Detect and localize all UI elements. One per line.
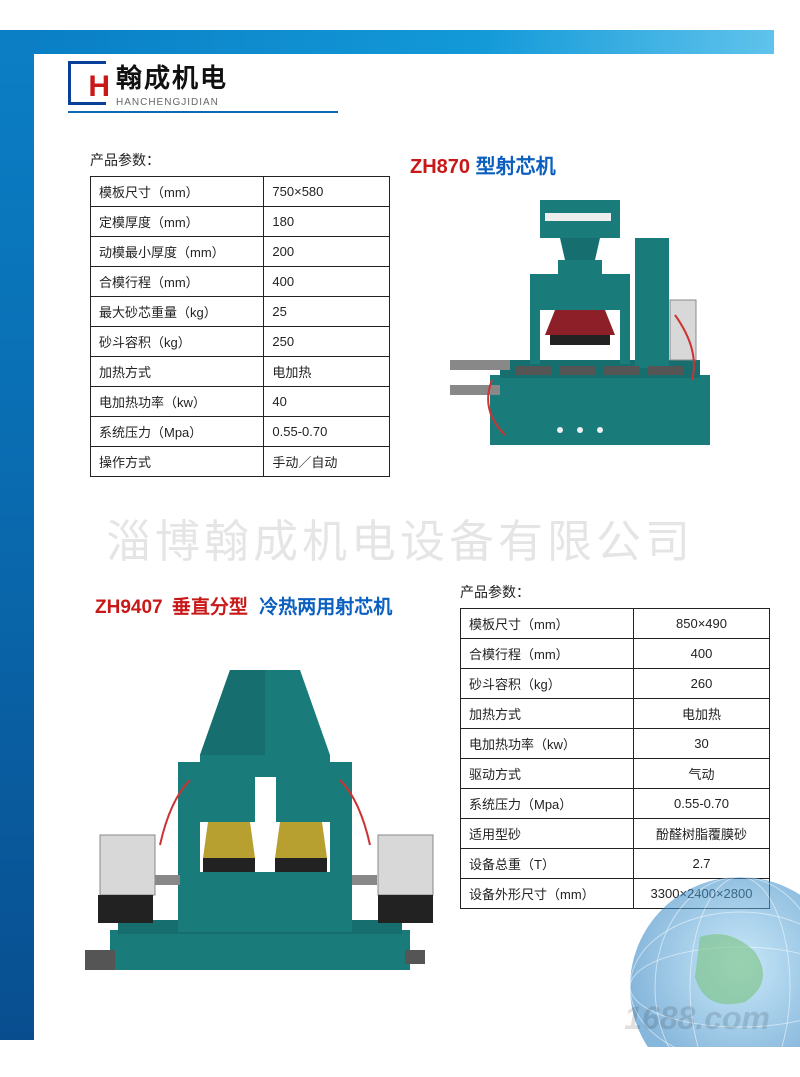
table-row: 最大砂芯重量（kg）25	[91, 297, 390, 327]
company-watermark: 淄博翰成机电设备有限公司	[0, 505, 800, 570]
param-label: 砂斗容积（kg）	[461, 669, 634, 699]
param-label: 定模厚度（mm）	[91, 207, 264, 237]
brand-header: H 翰成机电 HANCHENGJIDIAN	[68, 58, 228, 108]
product1-params-table: 模板尺寸（mm）750×580定模厚度（mm）180动模最小厚度（mm）200合…	[90, 176, 390, 477]
table-row: 模板尺寸（mm）850×490	[461, 609, 770, 639]
param-value: 40	[264, 387, 390, 417]
table-row: 定模厚度（mm）180	[91, 207, 390, 237]
product1-params: 产品参数： 模板尺寸（mm）750×580定模厚度（mm）180动模最小厚度（m…	[90, 150, 390, 477]
param-label: 合模行程（mm）	[461, 639, 634, 669]
product2-params: 产品参数： 模板尺寸（mm）850×490合模行程（mm）400砂斗容积（kg）…	[460, 582, 770, 909]
param-label: 最大砂芯重量（kg）	[91, 297, 264, 327]
table-row: 合模行程（mm）400	[461, 639, 770, 669]
param-value: 400	[634, 639, 770, 669]
logo-letter: H	[88, 70, 108, 104]
table-row: 操作方式手动／自动	[91, 447, 390, 477]
param-label: 加热方式	[461, 699, 634, 729]
table-row: 电加热功率（kw）30	[461, 729, 770, 759]
param-value: 850×490	[634, 609, 770, 639]
param-value: 400	[264, 267, 390, 297]
param-label: 合模行程（mm）	[91, 267, 264, 297]
param-label: 加热方式	[91, 357, 264, 387]
table-row: 电加热功率（kw）40	[91, 387, 390, 417]
param-label: 电加热功率（kw）	[461, 729, 634, 759]
param-label: 系统压力（Mpa）	[461, 789, 634, 819]
param-value: 200	[264, 237, 390, 267]
param-label: 砂斗容积（kg）	[91, 327, 264, 357]
param-value: 30	[634, 729, 770, 759]
param-label: 系统压力（Mpa）	[91, 417, 264, 447]
brand-name-en: HANCHENGJIDIAN	[116, 97, 228, 108]
param-label: 动模最小厚度（mm）	[91, 237, 264, 267]
top-accent-bar	[34, 30, 774, 54]
product1-model: ZH870	[410, 156, 470, 178]
table-row: 加热方式电加热	[461, 699, 770, 729]
product2-params-label: 产品参数：	[460, 582, 770, 602]
left-accent-bar	[0, 30, 34, 1040]
param-value: 0.55-0.70	[634, 789, 770, 819]
param-label: 电加热功率（kw）	[91, 387, 264, 417]
param-value: 手动／自动	[264, 447, 390, 477]
table-row: 模板尺寸（mm）750×580	[91, 177, 390, 207]
table-row: 适用型砂酚醛树脂覆膜砂	[461, 819, 770, 849]
param-label: 驱动方式	[461, 759, 634, 789]
logo-mark: H	[68, 61, 106, 105]
param-value: 250	[264, 327, 390, 357]
product2-params-table: 模板尺寸（mm）850×490合模行程（mm）400砂斗容积（kg）260加热方…	[460, 608, 770, 909]
brand-name-cn: 翰成机电	[116, 58, 228, 95]
product2-suffix: 冷热两用射芯机	[259, 597, 392, 618]
product1-suffix: 型射芯机	[476, 156, 556, 178]
table-row: 动模最小厚度（mm）200	[91, 237, 390, 267]
table-row: 驱动方式气动	[461, 759, 770, 789]
product2-model: ZH9407	[95, 597, 163, 618]
table-row: 砂斗容积（kg）260	[461, 669, 770, 699]
param-value: 酚醛树脂覆膜砂	[634, 819, 770, 849]
param-label: 适用型砂	[461, 819, 634, 849]
param-value: 0.55-0.70	[264, 417, 390, 447]
product2-title: ZH9407 垂直分型 冷热两用射芯机	[95, 592, 392, 619]
param-value: 电加热	[634, 699, 770, 729]
param-value: 260	[634, 669, 770, 699]
table-row: 加热方式电加热	[91, 357, 390, 387]
table-row: 砂斗容积（kg）250	[91, 327, 390, 357]
product1-machine-image	[420, 180, 750, 470]
product2-machine-image	[70, 640, 440, 1000]
product1-title: ZH870 型射芯机	[410, 150, 740, 179]
param-value: 750×580	[264, 177, 390, 207]
product2-mid: 垂直分型	[172, 597, 248, 618]
site-watermark: 1688.com	[624, 1000, 770, 1037]
param-value: 气动	[634, 759, 770, 789]
param-value: 25	[264, 297, 390, 327]
table-row: 合模行程（mm）400	[91, 267, 390, 297]
param-label: 模板尺寸（mm）	[91, 177, 264, 207]
header-underline	[68, 111, 338, 113]
param-label: 模板尺寸（mm）	[461, 609, 634, 639]
param-label: 操作方式	[91, 447, 264, 477]
table-row: 系统压力（Mpa）0.55-0.70	[461, 789, 770, 819]
product1-params-label: 产品参数：	[90, 150, 390, 170]
param-value: 180	[264, 207, 390, 237]
param-value: 电加热	[264, 357, 390, 387]
table-row: 系统压力（Mpa）0.55-0.70	[91, 417, 390, 447]
